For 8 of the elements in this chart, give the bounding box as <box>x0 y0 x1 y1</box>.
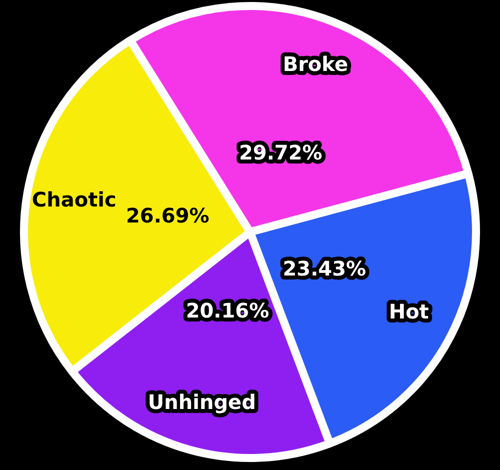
data-label: 20.16% <box>186 298 270 323</box>
data-label: 29.72% <box>238 140 322 164</box>
data-label: 26.69% <box>126 204 210 228</box>
slice-label: Chaotic <box>32 187 116 212</box>
slice-label: Broke <box>282 52 348 76</box>
slice-label: Hot <box>388 300 430 324</box>
data-label: 23.43% <box>282 256 366 280</box>
slice-label: Unhinged <box>148 390 256 414</box>
